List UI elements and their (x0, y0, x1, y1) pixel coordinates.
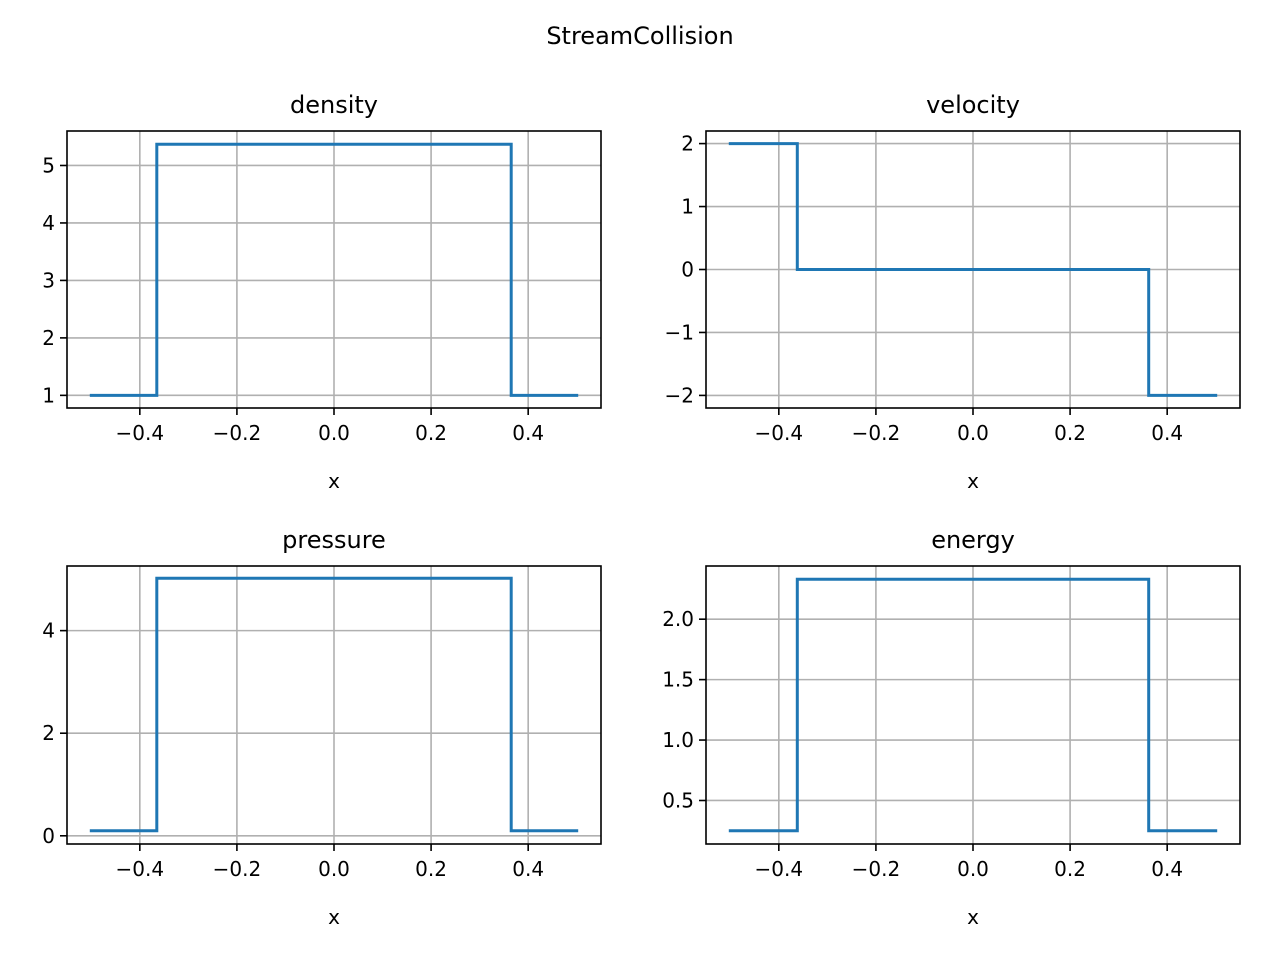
energy-ytick-label-3: 2.0 (662, 607, 694, 631)
density-xtick-label-1: −0.2 (213, 421, 262, 445)
velocity-xtick-label-4: 0.4 (1151, 421, 1183, 445)
velocity-ytick-label-2: 0 (681, 258, 694, 282)
pressure-ytick-label-0: 0 (42, 824, 55, 848)
energy-ytick-label-2: 1.5 (662, 668, 694, 692)
density-xtick-label-0: −0.4 (116, 421, 165, 445)
velocity-panel: −0.4 −0.2 0.0 0.2 0.4 −2 −1 0 1 2 velocity x (665, 91, 1241, 493)
energy-title: energy (931, 526, 1015, 554)
pressure-xtick-label-0: −0.4 (116, 857, 165, 881)
energy-panel: −0.4 −0.2 0.0 0.2 0.4 0.5 1.0 1.5 2.0 energy x (662, 526, 1241, 929)
density-panel: −0.4 −0.2 0.0 0.2 0.4 1 2 3 4 5 density x (42, 91, 602, 493)
velocity-ytick-label-3: 1 (681, 195, 694, 219)
density-xtick-label-2: 0.0 (318, 421, 350, 445)
energy-ytick-label-0: 0.5 (662, 788, 694, 812)
density-ytick-label-2: 3 (42, 268, 55, 292)
pressure-ytick-label-2: 4 (42, 619, 55, 643)
energy-xtick-label-0: −0.4 (755, 857, 804, 881)
energy-xtick-label-3: 0.2 (1054, 857, 1086, 881)
velocity-ytick-label-1: −1 (665, 320, 694, 344)
velocity-title: velocity (926, 91, 1020, 119)
pressure-series-line (89, 576, 579, 833)
velocity-xlabel: x (967, 469, 979, 493)
energy-xlabel: x (967, 905, 979, 929)
velocity-series-line (728, 142, 1218, 397)
pressure-xtick-label-2: 0.0 (318, 857, 350, 881)
velocity-ytick-label-0: −2 (665, 383, 694, 407)
velocity-xtick-label-2: 0.0 (957, 421, 989, 445)
subplot-grid: −0.4 −0.2 0.0 0.2 0.4 1 2 3 4 5 density x −0.4 −0.2 0.… (42, 91, 1241, 929)
density-ytick-label-1: 2 (42, 326, 55, 350)
density-xlabel: x (328, 469, 340, 493)
energy-xtick-label-1: −0.2 (852, 857, 901, 881)
density-ytick-label-4: 5 (42, 153, 55, 177)
velocity-xtick-label-3: 0.2 (1054, 421, 1086, 445)
pressure-xlabel: x (328, 905, 340, 929)
pressure-xtick-label-3: 0.2 (415, 857, 447, 881)
pressure-panel: −0.4 −0.2 0.0 0.2 0.4 0 2 4 pressure x (42, 526, 602, 929)
energy-xtick-label-4: 0.4 (1151, 857, 1183, 881)
density-xtick-label-3: 0.2 (415, 421, 447, 445)
velocity-xtick-label-0: −0.4 (755, 421, 804, 445)
pressure-xtick-label-4: 0.4 (512, 857, 544, 881)
figure-title: StreamCollision (546, 22, 733, 50)
energy-ytick-label-1: 1.0 (662, 728, 694, 752)
pressure-xtick-label-1: −0.2 (213, 857, 262, 881)
velocity-xtick-label-1: −0.2 (852, 421, 901, 445)
density-ytick-label-0: 1 (42, 383, 55, 407)
pressure-title: pressure (282, 526, 386, 554)
energy-xtick-label-2: 0.0 (957, 857, 989, 881)
density-series-line (89, 142, 579, 397)
pressure-ytick-label-1: 2 (42, 721, 55, 745)
velocity-ytick-label-4: 2 (681, 132, 694, 156)
density-xtick-label-4: 0.4 (512, 421, 544, 445)
density-ytick-label-3: 4 (42, 211, 55, 235)
density-title: density (290, 91, 378, 119)
energy-series-line (728, 577, 1218, 833)
